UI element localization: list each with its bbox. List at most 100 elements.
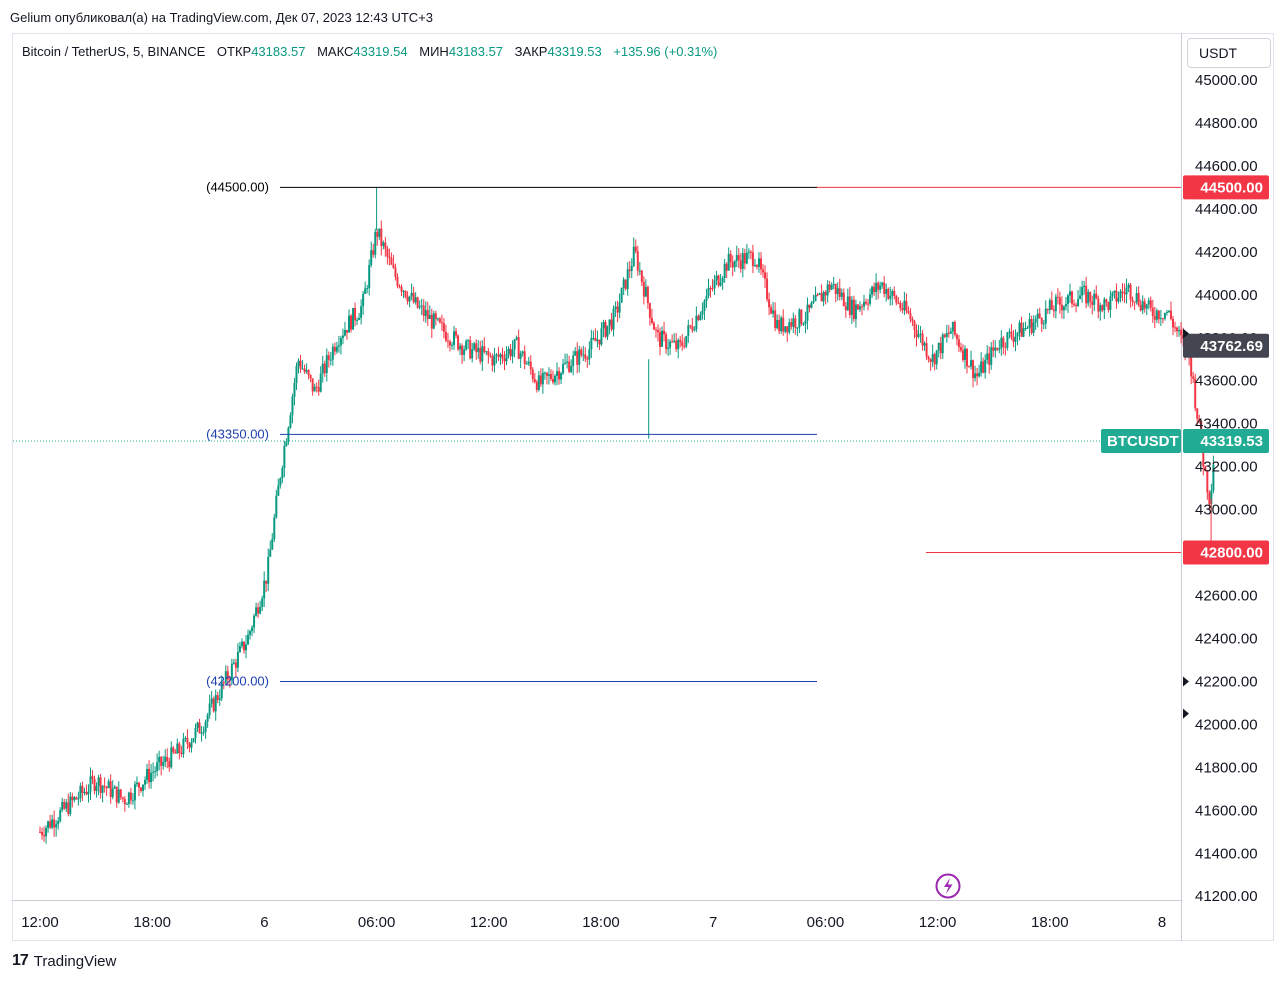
price-badge bbox=[1183, 175, 1269, 200]
candle-body bbox=[551, 378, 554, 383]
candle-body bbox=[384, 242, 387, 249]
price-tick-label: 44600.00 bbox=[1195, 158, 1258, 175]
candle-body bbox=[774, 310, 777, 329]
candle-body bbox=[927, 356, 930, 360]
candle-body bbox=[733, 261, 736, 268]
candle-body bbox=[220, 682, 223, 699]
candle-body bbox=[588, 349, 591, 360]
candle-body bbox=[444, 331, 447, 341]
candle-body bbox=[923, 343, 926, 346]
candle-body bbox=[663, 330, 666, 335]
candle-body bbox=[869, 294, 872, 304]
candle-body bbox=[188, 743, 191, 748]
tradingview-logo[interactable]: 17 TradingView bbox=[12, 952, 116, 970]
candle-body bbox=[957, 339, 960, 348]
candle-body bbox=[450, 344, 453, 346]
candle-body bbox=[228, 679, 231, 681]
candle-body bbox=[937, 342, 940, 351]
candle-body bbox=[1105, 299, 1108, 303]
legend-low-value: 43183.57 bbox=[448, 44, 504, 59]
candle-body bbox=[1030, 318, 1033, 333]
candle-body bbox=[327, 355, 330, 360]
candle-body bbox=[483, 346, 486, 352]
lightning-icon[interactable] bbox=[935, 873, 961, 899]
candle-body bbox=[1125, 287, 1128, 295]
candle-body bbox=[299, 360, 302, 369]
candle-body bbox=[1087, 291, 1090, 304]
symbol-badge bbox=[1101, 428, 1181, 453]
candle-body bbox=[1036, 313, 1039, 319]
candle-body bbox=[877, 282, 880, 290]
candle-body bbox=[933, 354, 936, 365]
candle-body bbox=[568, 361, 571, 372]
candle-body bbox=[297, 360, 300, 366]
candle-body bbox=[840, 292, 843, 297]
candle-body bbox=[164, 756, 167, 763]
candle-body bbox=[858, 306, 861, 310]
candle-body bbox=[580, 349, 583, 356]
price-tick-label: 41800.00 bbox=[1195, 759, 1258, 776]
candle-body bbox=[907, 310, 910, 314]
published-by-header: Gelium опубликовал(а) на TradingView.com… bbox=[10, 10, 434, 25]
candle-body bbox=[1040, 317, 1043, 324]
tradingview-brand: TradingView bbox=[33, 952, 117, 970]
candle-body bbox=[982, 361, 985, 373]
candle-body bbox=[988, 353, 991, 365]
candle-body bbox=[111, 788, 114, 797]
candle-body bbox=[753, 265, 756, 267]
candle-body bbox=[73, 797, 76, 801]
candle-body bbox=[622, 279, 625, 288]
candle-body bbox=[93, 778, 96, 791]
candle-body bbox=[1111, 292, 1114, 297]
candle-body bbox=[1143, 301, 1146, 309]
candle-body bbox=[1212, 464, 1215, 491]
candle-body bbox=[236, 652, 239, 668]
candle-body bbox=[1038, 313, 1041, 318]
candle-body bbox=[477, 347, 480, 353]
candle-body bbox=[55, 824, 58, 828]
candle-body bbox=[1101, 305, 1104, 311]
candle-body bbox=[137, 782, 140, 788]
candle-body bbox=[475, 343, 478, 353]
candle-body bbox=[826, 284, 829, 296]
candle-body bbox=[729, 253, 732, 263]
candle-body bbox=[749, 251, 752, 253]
price-badge-text: 43762.69 bbox=[1200, 338, 1263, 355]
candle-body bbox=[836, 288, 839, 295]
legend-high-value: 43319.54 bbox=[353, 44, 408, 59]
legend-symbol[interactable]: Bitcoin / TetherUS, 5, BINANCE bbox=[22, 44, 206, 59]
candle-body bbox=[311, 378, 314, 392]
candle-body bbox=[529, 361, 532, 370]
candle-body bbox=[1077, 299, 1080, 306]
candle-body bbox=[978, 372, 981, 377]
candle-body bbox=[834, 283, 837, 295]
candle-body bbox=[687, 325, 690, 336]
price-badge-text: 43319.53 bbox=[1200, 433, 1263, 450]
candle-body bbox=[376, 231, 379, 237]
candle-body bbox=[129, 792, 132, 801]
candle-body bbox=[133, 784, 136, 801]
price-tick-label: 42600.00 bbox=[1195, 588, 1258, 605]
candle-body bbox=[955, 334, 958, 340]
candle-body bbox=[293, 382, 296, 397]
candle-body bbox=[654, 329, 657, 331]
candle-body bbox=[1020, 322, 1023, 337]
candle-body bbox=[1026, 327, 1029, 329]
candle-body bbox=[426, 310, 429, 319]
candle-body bbox=[1103, 299, 1106, 311]
candle-body bbox=[404, 290, 407, 297]
currency-unit-button[interactable]: USDT bbox=[1187, 38, 1271, 68]
candle-body bbox=[683, 345, 686, 347]
candle-body bbox=[652, 322, 655, 330]
candle-body bbox=[739, 260, 742, 269]
candle-body bbox=[430, 314, 433, 329]
candle-body bbox=[154, 771, 157, 773]
candle-body bbox=[646, 286, 649, 304]
candle-body bbox=[838, 288, 841, 297]
candle-body bbox=[386, 248, 389, 257]
candle-body bbox=[784, 326, 787, 332]
candle-body bbox=[85, 791, 88, 795]
candle-body bbox=[986, 353, 989, 360]
candle-body bbox=[945, 332, 948, 337]
